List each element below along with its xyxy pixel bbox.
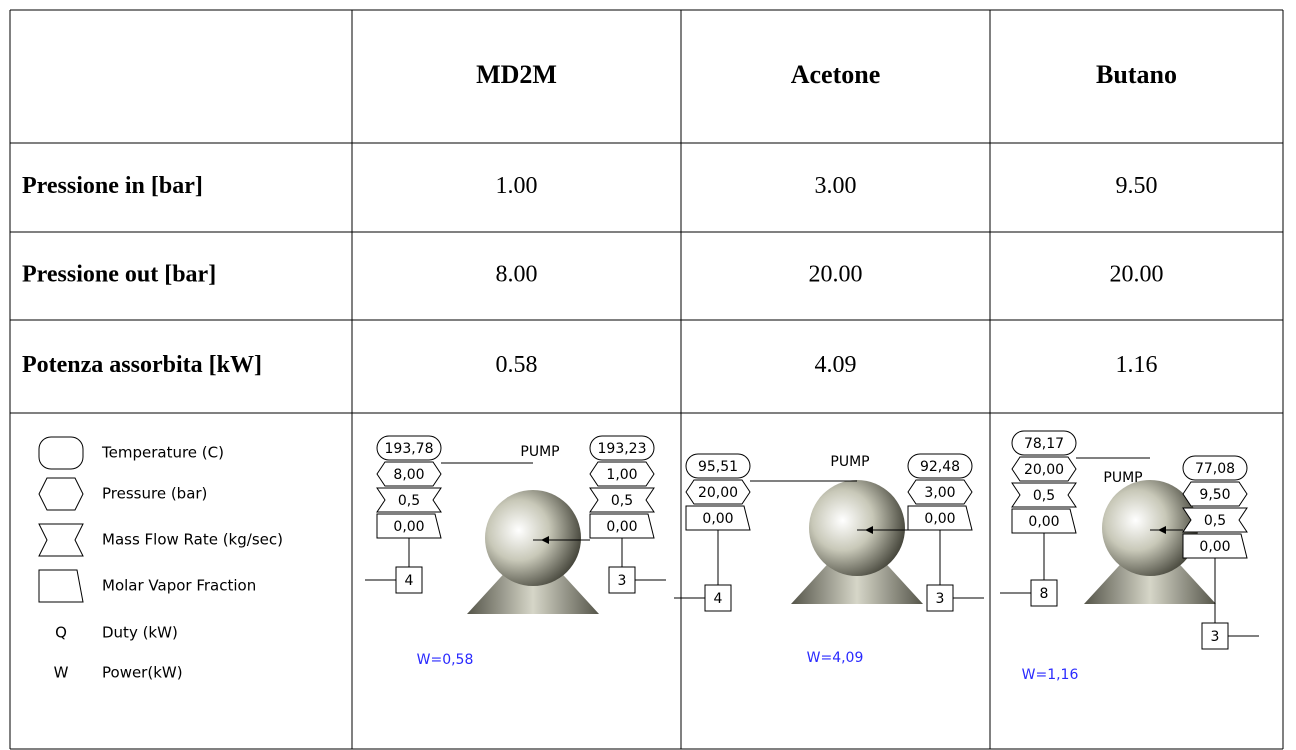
mass-flow-shape <box>38 523 84 557</box>
pump-label: PUMP <box>1103 470 1142 486</box>
vapor-fraction-shape <box>907 505 973 531</box>
temperature-shape <box>38 436 84 470</box>
power-label: W=4,09 <box>807 650 864 666</box>
arrow-head <box>541 536 549 544</box>
pump-body <box>1102 480 1198 576</box>
stream-id: 4 <box>714 591 723 607</box>
temperature-shape <box>1011 430 1077 456</box>
stream-id: 4 <box>405 573 414 589</box>
stream-value: 20,00 <box>698 485 738 501</box>
pump-label: PUMP <box>830 454 869 470</box>
stream-value: 3,00 <box>924 485 955 501</box>
stream-box <box>704 584 732 612</box>
legend-label: Mass Flow Rate (kg/sec) <box>102 531 283 549</box>
stream-id: 8 <box>1040 586 1049 602</box>
pump-base <box>467 566 599 614</box>
stream-value: 0,00 <box>1028 514 1059 530</box>
row-label: Potenza assorbita [kW] <box>22 352 262 378</box>
cell-value: 8.00 <box>496 262 538 288</box>
pressure-shape <box>685 479 751 505</box>
stream-value: 92,48 <box>920 459 960 475</box>
legend-symbol: W <box>54 664 69 682</box>
pump-body <box>485 490 581 586</box>
stream-value: 95,51 <box>698 459 738 475</box>
temperature-shape <box>376 435 442 461</box>
mass-flow-shape <box>1011 482 1077 508</box>
stream-value: 20,00 <box>1024 462 1064 478</box>
column-header: Acetone <box>791 60 881 89</box>
cell-value: 20.00 <box>1110 262 1164 288</box>
cell-value: 3.00 <box>815 173 857 199</box>
stream-box <box>608 566 636 594</box>
stream-value: 77,08 <box>1195 461 1235 477</box>
arrow-head <box>1158 526 1166 534</box>
cell-value: 4.09 <box>815 352 857 378</box>
stream-value: 0,00 <box>702 511 733 527</box>
legend-label: Power(kW) <box>102 664 183 682</box>
vapor-fraction-shape <box>685 505 751 531</box>
cell-value: 1.16 <box>1116 352 1158 378</box>
temperature-shape <box>685 453 751 479</box>
pressure-shape <box>376 461 442 487</box>
arrow-head <box>865 526 873 534</box>
stream-id: 3 <box>618 573 627 589</box>
legend-label: Duty (kW) <box>102 624 178 642</box>
pump-base <box>1084 556 1216 604</box>
pressure-shape <box>1011 456 1077 482</box>
stream-id: 3 <box>936 591 945 607</box>
stream-value: 0,00 <box>606 519 637 535</box>
cell-value: 1.00 <box>496 173 538 199</box>
cell-value: 0.58 <box>496 352 538 378</box>
column-header: MD2M <box>476 60 557 89</box>
temperature-shape <box>589 435 655 461</box>
temperature-shape <box>1182 455 1248 481</box>
pressure-shape <box>907 479 973 505</box>
temperature-shape <box>907 453 973 479</box>
stream-value: 8,00 <box>393 467 424 483</box>
stream-id: 3 <box>1211 629 1220 645</box>
cell-value: 9.50 <box>1116 173 1158 199</box>
legend-label: Pressure (bar) <box>102 485 207 503</box>
stream-value: 1,00 <box>606 467 637 483</box>
mass-flow-shape <box>589 487 655 513</box>
stream-box <box>1030 579 1058 607</box>
vapor-fraction-shape <box>1011 508 1077 534</box>
stream-value: 0,00 <box>1199 539 1230 555</box>
stream-value: 193,23 <box>598 441 647 457</box>
legend-label: Temperature (C) <box>101 444 224 462</box>
pressure-shape <box>1182 481 1248 507</box>
stream-value: 193,78 <box>385 441 434 457</box>
power-label: W=1,16 <box>1022 667 1079 683</box>
vapor-fraction-shape <box>376 513 442 539</box>
stream-value: 0,5 <box>398 493 420 509</box>
pump-label: PUMP <box>520 444 559 460</box>
pump-base <box>791 556 923 604</box>
stream-value: 0,00 <box>393 519 424 535</box>
legend-symbol: Q <box>55 624 67 642</box>
column-header: Butano <box>1096 60 1177 89</box>
stream-box <box>926 584 954 612</box>
pressure-shape <box>38 477 84 511</box>
mass-flow-shape <box>376 487 442 513</box>
legend-label: Molar Vapor Fraction <box>102 577 256 595</box>
stream-value: 0,5 <box>611 493 633 509</box>
vapor-fraction-shape <box>589 513 655 539</box>
stream-value: 0,5 <box>1204 513 1226 529</box>
cell-value: 20.00 <box>809 262 863 288</box>
vapor-fraction-shape <box>38 569 84 603</box>
vapor-fraction-shape <box>1182 533 1248 559</box>
pump-body <box>809 480 905 576</box>
stream-value: 0,5 <box>1033 488 1055 504</box>
row-label: Pressione out [bar] <box>22 262 216 288</box>
stream-value: 9,50 <box>1199 487 1230 503</box>
stream-value: 78,17 <box>1024 436 1064 452</box>
stream-value: 0,00 <box>924 511 955 527</box>
mass-flow-shape <box>1182 507 1248 533</box>
power-label: W=0,58 <box>417 652 474 668</box>
pressure-shape <box>589 461 655 487</box>
row-label: Pressione in [bar] <box>22 173 203 199</box>
